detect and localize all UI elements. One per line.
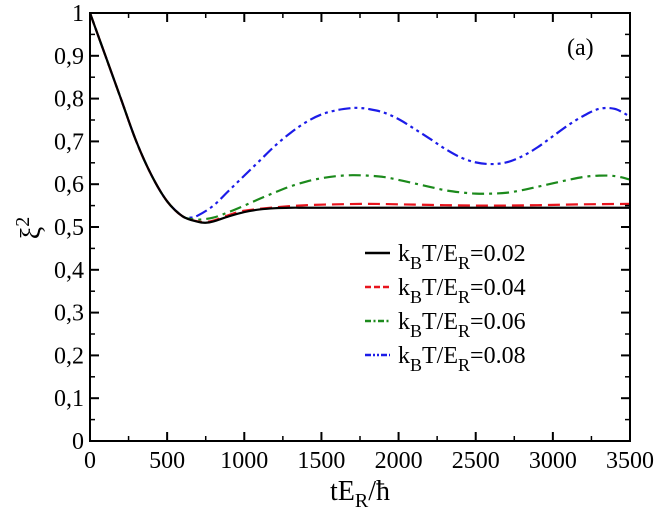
x-tick-label: 500 [149, 448, 185, 474]
panel-label: (a) [567, 35, 594, 61]
x-tick-label: 1500 [297, 448, 345, 474]
series-layer [88, 12, 631, 224]
y-tick-label: 0 [72, 429, 84, 455]
x-tick-label: 3500 [606, 448, 654, 474]
legend-entry-2: kBT/ER=0.06 [398, 309, 526, 341]
series-line-1 [88, 12, 631, 224]
x-tick-label: 0 [84, 448, 96, 474]
x-tick-label: 2500 [452, 448, 500, 474]
legend-entry-0: kBT/ER=0.02 [398, 241, 526, 273]
x-axis-title: tER/ħ [330, 476, 390, 512]
y-tick-label: 0,6 [54, 172, 84, 198]
legend-entry-3: kBT/ER=0.08 [398, 343, 526, 375]
y-tick-label: 0,1 [54, 386, 84, 412]
y-axis-title: ξ2 [12, 217, 47, 239]
x-tick-label: 1000 [220, 448, 268, 474]
y-tick-label: 0,5 [54, 215, 84, 241]
y-tick-label: 0,9 [54, 44, 84, 70]
y-tick-label: 0,8 [54, 87, 84, 113]
legend-entry-1: kBT/ER=0.04 [398, 275, 526, 307]
ticks-layer: 0 500 1000 1500 2000 2500 3000 3500 0 0,1 0,2 0,3 0,… [54, 1, 654, 474]
y-tick-label: 1 [72, 1, 84, 27]
y-tick-label: 0,3 [54, 301, 84, 327]
x-tick-label: 3000 [529, 448, 577, 474]
y-tick-label: 0,2 [54, 343, 84, 369]
series-line-0 [88, 12, 630, 224]
y-tick-label: 0,7 [54, 129, 84, 155]
legend: kBT/ER=0.02kBT/ER=0.04kBT/ER=0.06kBT/ER=… [365, 241, 526, 375]
y-tick-label: 0,4 [54, 258, 84, 284]
x-tick-label: 2000 [375, 448, 423, 474]
